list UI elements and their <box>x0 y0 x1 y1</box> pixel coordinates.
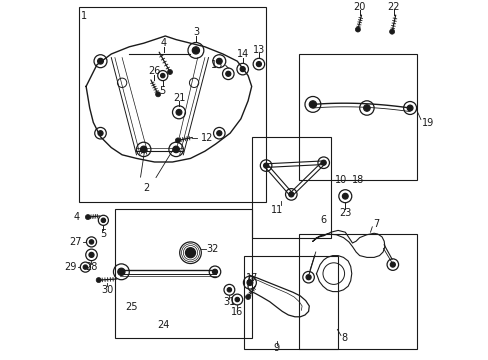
Circle shape <box>83 265 87 269</box>
Bar <box>298 234 416 349</box>
Text: 4: 4 <box>73 212 80 222</box>
Text: 32: 32 <box>206 244 219 254</box>
Text: 29: 29 <box>64 262 77 272</box>
Circle shape <box>175 138 180 143</box>
Text: 12: 12 <box>201 133 213 143</box>
Text: 5: 5 <box>159 86 165 96</box>
Circle shape <box>155 92 160 97</box>
Bar <box>79 7 265 202</box>
Circle shape <box>101 218 105 222</box>
Circle shape <box>342 193 347 199</box>
Bar <box>244 256 337 349</box>
Circle shape <box>407 105 412 111</box>
Circle shape <box>246 280 252 285</box>
Circle shape <box>185 248 195 258</box>
Circle shape <box>227 288 231 292</box>
Circle shape <box>225 71 230 76</box>
Text: 10: 10 <box>335 175 347 185</box>
Circle shape <box>176 109 182 115</box>
Circle shape <box>160 73 164 78</box>
Text: 6: 6 <box>320 215 326 225</box>
Text: 20: 20 <box>353 2 365 12</box>
Circle shape <box>256 62 261 67</box>
Circle shape <box>389 29 394 34</box>
Circle shape <box>216 58 222 64</box>
Circle shape <box>305 275 310 280</box>
Text: 5: 5 <box>100 229 106 239</box>
Text: 23: 23 <box>338 208 351 218</box>
Text: 2: 2 <box>143 183 149 193</box>
Circle shape <box>216 131 222 136</box>
Text: 19: 19 <box>421 118 433 128</box>
Circle shape <box>89 252 94 257</box>
Text: 27: 27 <box>69 237 81 247</box>
Text: 18: 18 <box>351 175 363 185</box>
Circle shape <box>85 215 90 220</box>
Text: 1: 1 <box>81 11 87 21</box>
Text: 26: 26 <box>148 66 161 76</box>
Text: 21: 21 <box>172 93 185 103</box>
Circle shape <box>288 192 293 197</box>
Circle shape <box>263 163 268 168</box>
Text: 31: 31 <box>223 297 235 307</box>
Circle shape <box>389 262 394 267</box>
Text: 25: 25 <box>124 302 137 312</box>
Text: 22: 22 <box>387 2 399 12</box>
Text: 13: 13 <box>252 45 264 55</box>
Circle shape <box>240 67 244 72</box>
Text: 15: 15 <box>210 60 223 70</box>
Circle shape <box>98 131 103 136</box>
Circle shape <box>172 146 179 153</box>
Circle shape <box>98 58 103 64</box>
Text: 8: 8 <box>341 333 347 343</box>
Text: 28: 28 <box>85 262 98 272</box>
Text: 7: 7 <box>373 219 379 229</box>
Circle shape <box>96 278 101 283</box>
Text: 24: 24 <box>157 320 169 330</box>
Text: 9: 9 <box>273 343 280 354</box>
Text: 11: 11 <box>270 204 283 215</box>
Text: 3: 3 <box>192 27 199 37</box>
Circle shape <box>118 268 125 275</box>
Circle shape <box>245 294 250 300</box>
Circle shape <box>363 105 369 111</box>
Bar <box>251 137 330 238</box>
Circle shape <box>309 101 316 108</box>
Circle shape <box>140 146 146 153</box>
Text: 30: 30 <box>101 285 113 295</box>
Text: 4: 4 <box>160 38 166 48</box>
Circle shape <box>212 269 217 274</box>
Circle shape <box>167 69 172 75</box>
Bar <box>115 209 251 338</box>
Circle shape <box>235 297 239 302</box>
Circle shape <box>89 240 94 244</box>
Text: 17: 17 <box>245 273 257 283</box>
Bar <box>298 54 416 180</box>
Text: 14: 14 <box>236 49 248 59</box>
Circle shape <box>355 27 360 32</box>
Circle shape <box>321 160 325 165</box>
Circle shape <box>192 47 199 54</box>
Text: 16: 16 <box>231 307 243 318</box>
